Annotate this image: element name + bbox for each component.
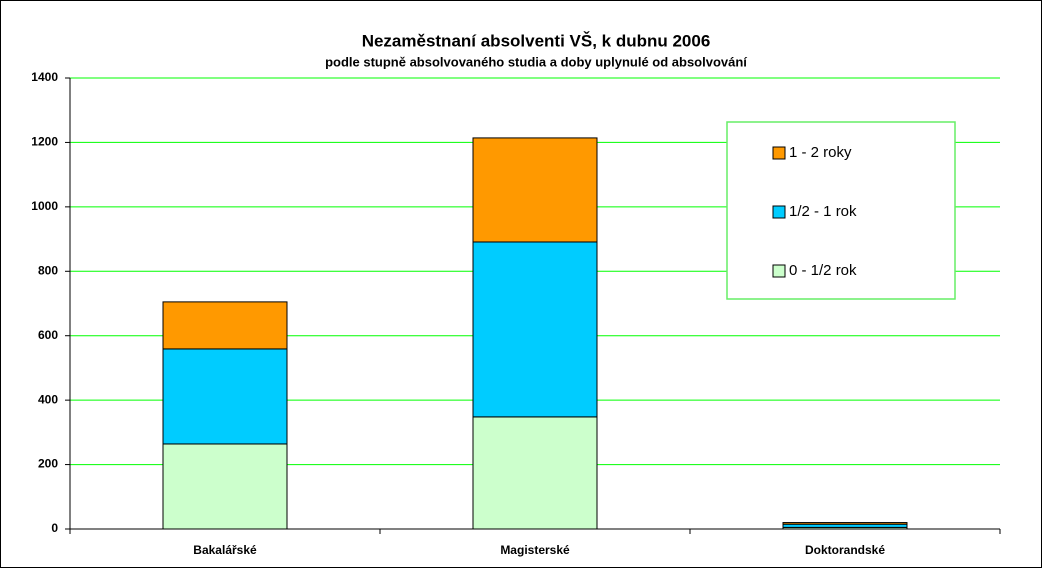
legend-swatch xyxy=(772,264,786,278)
legend-label: 1 - 2 roky xyxy=(789,144,852,161)
bar-segment xyxy=(162,301,288,350)
y-tick-label: 600 xyxy=(38,328,58,342)
y-tick-label: 200 xyxy=(38,457,58,471)
x-tick-label: Doktorandské xyxy=(805,543,885,557)
y-tick-label: 1400 xyxy=(31,70,58,84)
x-tick-label: Magisterské xyxy=(500,543,570,557)
legend-swatch xyxy=(772,205,786,219)
bar-segment xyxy=(162,443,288,530)
bar-segment xyxy=(162,348,288,445)
chart-title: Nezaměstnaní absolventi VŠ, k dubnu 2006 xyxy=(362,31,711,50)
y-tick-label: 1200 xyxy=(31,135,58,149)
bar-segment xyxy=(472,416,598,530)
bar-segment xyxy=(472,241,598,418)
legend-label: 0 - 1/2 rok xyxy=(789,262,857,279)
legend-box xyxy=(726,121,956,300)
y-tick-label: 800 xyxy=(38,263,58,277)
bar-segment xyxy=(472,137,598,243)
x-tick-label: Bakalářské xyxy=(193,543,257,557)
legend-swatch xyxy=(772,146,786,160)
legend-label: 1/2 - 1 rok xyxy=(789,203,857,220)
y-tick-label: 1000 xyxy=(31,199,58,213)
bar-segment xyxy=(782,522,908,525)
chart-subtitle: podle stupně absolvovaného studia a doby… xyxy=(325,54,747,69)
y-tick-label: 400 xyxy=(38,392,58,406)
y-tick-label: 0 xyxy=(51,521,58,535)
